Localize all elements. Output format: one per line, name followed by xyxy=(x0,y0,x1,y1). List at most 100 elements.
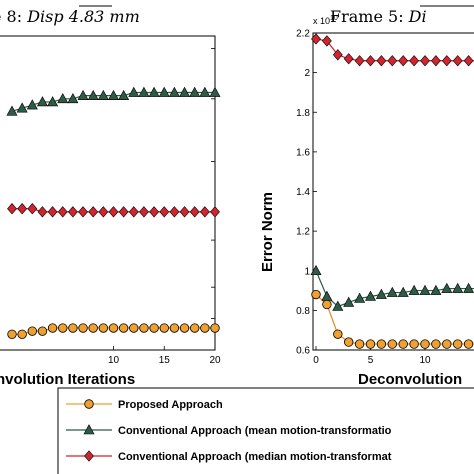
right-point-proposed xyxy=(311,289,321,300)
left-title-prefix: e 8: xyxy=(0,7,27,26)
right-point-median xyxy=(322,35,332,47)
left-x-axis-label: nvolution Iterations xyxy=(0,371,135,388)
right-point-mean xyxy=(386,286,398,297)
left-point-median xyxy=(189,206,200,218)
left-point-proposed xyxy=(149,323,159,333)
right-y-tick-label: 2 xyxy=(304,68,310,79)
left-point-proposed xyxy=(108,323,119,333)
left-point-median xyxy=(68,206,78,218)
left-point-mean xyxy=(6,105,18,116)
right-point-mean xyxy=(343,296,355,307)
left-point-median xyxy=(78,206,88,218)
left-point-median xyxy=(47,206,58,218)
right-point-proposed xyxy=(463,339,474,349)
left-point-mean xyxy=(107,89,120,100)
left-point-proposed xyxy=(129,323,139,333)
right-exponent-power: 10 xyxy=(330,15,338,22)
right-point-proposed xyxy=(333,329,343,339)
right-x-tick-label: 5 xyxy=(368,355,374,366)
left-point-proposed xyxy=(58,323,68,333)
right-point-proposed xyxy=(409,339,419,349)
left-point-mean xyxy=(128,86,140,97)
right-point-median xyxy=(452,55,463,67)
left-point-proposed xyxy=(27,326,38,336)
right-point-proposed xyxy=(365,339,376,349)
left-point-proposed xyxy=(118,323,129,333)
legend-label-median: Conventional Approach (median motion-tra… xyxy=(118,451,392,463)
right-chart: Frame 5: Di x 1010 0.60.811.21.41.61.822… xyxy=(259,5,474,388)
left-point-mean xyxy=(158,86,170,97)
left-title-math: Disp xyxy=(26,7,63,26)
left-point-mean xyxy=(26,99,38,110)
left-point-mean xyxy=(16,102,28,113)
right-point-median xyxy=(463,55,474,67)
left-point-proposed xyxy=(159,323,169,333)
left-x-tick-label: 15 xyxy=(159,355,171,366)
left-point-median xyxy=(17,203,28,215)
left-point-median xyxy=(37,206,48,218)
left-point-median xyxy=(27,203,38,215)
right-chart-title: Frame 5: Di xyxy=(330,7,427,26)
left-point-median xyxy=(179,206,190,218)
right-point-median xyxy=(398,55,409,67)
legend-label-mean: Conventional Approach (mean motion-trans… xyxy=(118,425,392,437)
left-point-median xyxy=(169,206,180,218)
right-point-median xyxy=(409,55,419,67)
right-point-proposed xyxy=(387,339,398,349)
right-point-proposed xyxy=(344,337,354,347)
left-point-proposed xyxy=(47,323,58,333)
right-title-math: Di xyxy=(408,7,427,26)
left-point-mean xyxy=(199,86,211,97)
left-point-mean xyxy=(189,86,201,97)
right-point-mean xyxy=(321,290,333,301)
left-point-mean xyxy=(36,96,48,107)
right-point-median xyxy=(311,33,321,45)
right-point-median xyxy=(420,55,430,67)
left-point-median xyxy=(57,206,68,218)
legend-label-proposed: Proposed Approach xyxy=(118,399,223,411)
legend-marker-mean xyxy=(83,424,95,435)
right-point-median xyxy=(365,55,376,67)
left-point-proposed xyxy=(210,323,220,333)
left-point-mean xyxy=(168,86,180,97)
left-point-median xyxy=(7,203,17,215)
right-x-tick-label: 10 xyxy=(419,355,431,366)
left-point-mean xyxy=(77,89,89,100)
left-point-proposed xyxy=(78,323,88,333)
right-series-line-mean xyxy=(315,270,474,308)
right-point-proposed xyxy=(453,339,463,349)
left-chart: e 8: Disp 4.83 mm 10 15 20 nvolution Itera… xyxy=(0,5,221,388)
left-plot-frame xyxy=(0,35,216,351)
left-point-proposed xyxy=(88,323,98,333)
left-point-mean xyxy=(67,92,79,104)
legend-items: Proposed Approach Conventional Approach (… xyxy=(66,399,392,463)
right-point-proposed xyxy=(322,299,332,310)
left-point-mean xyxy=(97,89,109,100)
right-point-proposed xyxy=(376,339,387,349)
left-point-median xyxy=(159,206,170,218)
left-x-tick-label: 20 xyxy=(209,355,221,366)
right-point-median xyxy=(354,55,365,67)
right-point-mean xyxy=(354,292,366,303)
left-point-median xyxy=(139,206,149,218)
right-ticks: 0.6 0.8 1 1.2 1.4 1.6 1.8 2 2.2 0 5 10 xyxy=(296,29,431,367)
left-point-median xyxy=(108,206,119,218)
right-title-prefix: Frame 5: xyxy=(330,7,409,26)
right-point-median xyxy=(387,55,398,67)
left-ticks: 10 15 20 xyxy=(108,48,221,366)
left-point-proposed xyxy=(169,323,180,333)
left-point-proposed xyxy=(200,323,210,333)
left-point-mean xyxy=(138,86,150,97)
left-point-proposed xyxy=(189,323,200,333)
right-point-mean xyxy=(463,282,474,293)
left-point-proposed xyxy=(37,326,48,336)
left-point-proposed xyxy=(17,329,27,340)
left-point-proposed xyxy=(179,323,190,333)
left-point-median xyxy=(88,206,99,218)
left-point-mean xyxy=(209,86,221,97)
right-point-median xyxy=(332,49,343,61)
right-y-tick-label: 1.8 xyxy=(296,108,310,119)
right-point-median xyxy=(376,55,387,67)
